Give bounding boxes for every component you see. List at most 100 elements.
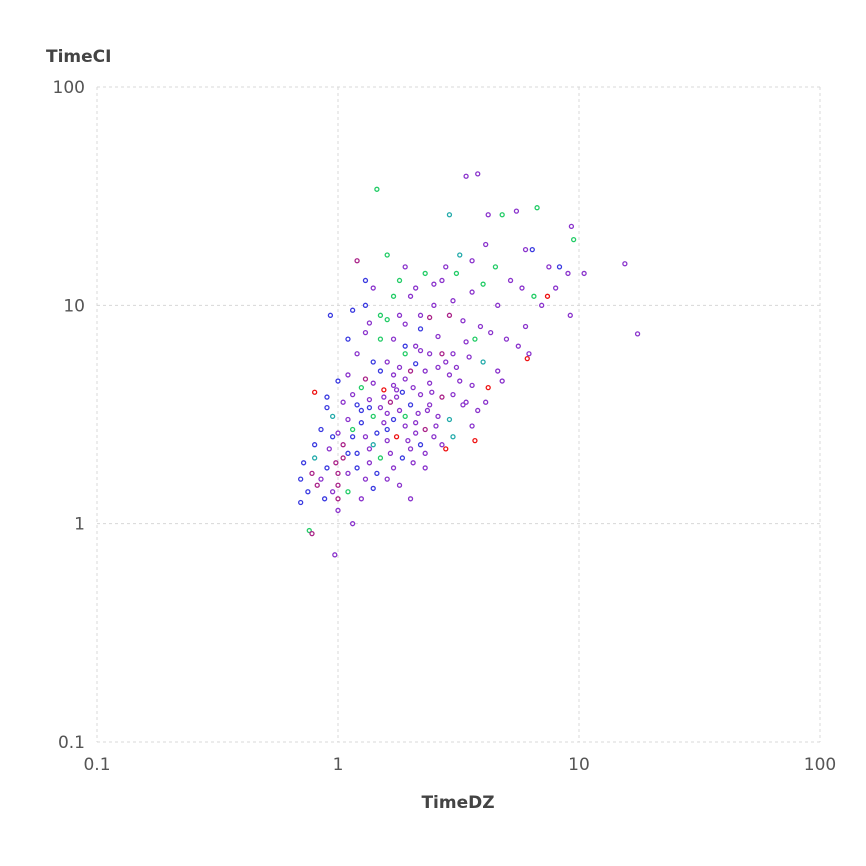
data-point	[345, 372, 351, 378]
data-point	[519, 285, 525, 291]
data-point	[622, 261, 628, 267]
data-point	[463, 339, 469, 345]
data-point	[422, 465, 428, 471]
data-point	[345, 450, 351, 456]
data-point	[311, 455, 318, 461]
data-point	[390, 372, 397, 378]
data-point	[332, 552, 338, 558]
data-point	[435, 413, 441, 420]
data-point	[450, 434, 456, 440]
data-point	[477, 323, 484, 330]
data-point	[329, 434, 336, 440]
data-point	[415, 410, 421, 417]
x-tick-label: 1	[333, 755, 344, 775]
data-point	[384, 410, 390, 417]
data-point	[466, 354, 472, 360]
data-point	[399, 389, 406, 395]
y-tick-label: 1	[74, 515, 85, 535]
data-point	[450, 351, 456, 357]
data-point	[374, 470, 380, 477]
data-point	[321, 496, 328, 502]
data-point	[362, 277, 369, 284]
data-point	[435, 333, 441, 340]
data-point	[390, 293, 397, 299]
data-point	[446, 416, 453, 423]
data-point	[483, 399, 489, 405]
data-point	[370, 413, 376, 420]
data-point	[366, 460, 373, 466]
data-point	[439, 394, 445, 400]
data-point	[370, 285, 376, 291]
data-point	[349, 521, 356, 527]
data-point	[384, 359, 390, 365]
data-point	[450, 391, 456, 398]
data-point	[463, 173, 469, 179]
data-point	[556, 264, 563, 270]
data-point	[354, 258, 360, 264]
data-point	[460, 318, 466, 324]
data-point	[463, 399, 469, 405]
data-point	[354, 465, 360, 471]
data-point	[396, 407, 403, 414]
data-point	[374, 430, 380, 436]
data-point	[453, 364, 460, 370]
data-point	[381, 420, 387, 426]
data-point	[488, 329, 494, 336]
data-point	[345, 416, 351, 423]
data-point	[374, 186, 380, 192]
data-point	[335, 430, 341, 436]
data-point	[362, 434, 369, 440]
data-point	[384, 438, 390, 444]
data-point	[402, 423, 408, 429]
data-point	[546, 264, 552, 270]
data-point	[544, 293, 551, 299]
data-point	[306, 527, 312, 534]
x-axis-label: TimeDZ	[421, 793, 494, 813]
data-point	[399, 455, 406, 461]
data-point	[335, 496, 341, 502]
data-point	[384, 476, 390, 482]
data-point	[324, 465, 330, 471]
data-point	[413, 361, 419, 367]
data-point	[424, 407, 431, 414]
data-point	[329, 413, 336, 420]
data-point	[492, 264, 499, 270]
data-point	[480, 281, 486, 287]
x-tick-label: 100	[804, 755, 836, 775]
data-point	[407, 496, 414, 502]
data-point	[469, 382, 475, 389]
data-point	[431, 434, 437, 440]
data-point	[570, 236, 577, 243]
data-point	[407, 446, 414, 452]
data-point	[581, 270, 587, 277]
data-point	[443, 446, 449, 452]
data-point	[435, 364, 441, 370]
data-point	[384, 426, 390, 433]
data-point	[417, 442, 424, 448]
data-point	[417, 326, 424, 332]
data-point	[381, 387, 387, 393]
data-point	[567, 312, 573, 318]
data-point	[472, 336, 478, 342]
data-point	[513, 208, 520, 214]
data-point	[446, 372, 453, 378]
data-point	[366, 446, 373, 452]
data-point	[529, 246, 535, 253]
data-point	[402, 413, 408, 420]
data-point	[396, 364, 403, 370]
data-point	[384, 252, 390, 258]
data-point	[362, 476, 369, 482]
data-point	[410, 460, 416, 466]
data-point	[457, 378, 463, 384]
data-point	[417, 348, 424, 354]
data-point	[526, 351, 532, 357]
data-point	[335, 482, 341, 488]
y-tick-label: 0.1	[58, 733, 85, 753]
y-tick-label: 100	[53, 78, 85, 98]
data-point	[522, 323, 529, 330]
data-point	[480, 359, 486, 365]
data-point	[503, 336, 510, 342]
data-point	[524, 355, 530, 362]
data-point	[362, 376, 369, 382]
